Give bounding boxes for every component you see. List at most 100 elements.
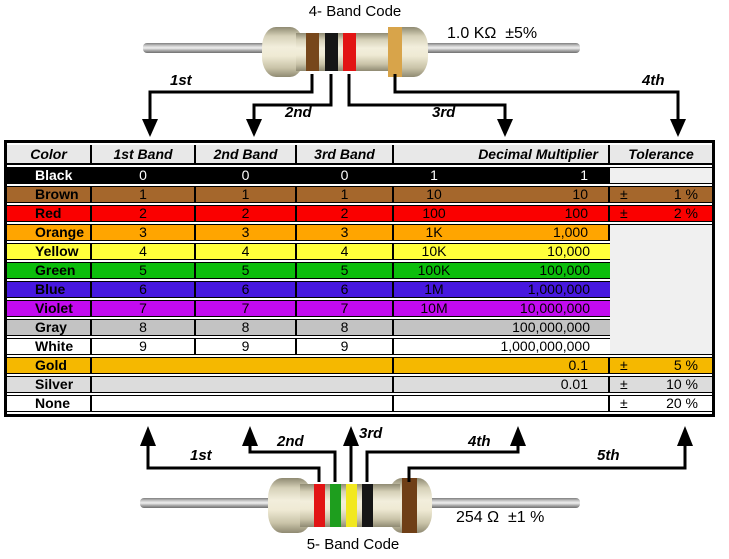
cell-band-1: 1 <box>92 186 196 203</box>
multiplier-values: 10M 10,000,000 <box>394 301 610 316</box>
cell-multiplier: 10 10 <box>394 186 610 203</box>
cell-color-name: Gold <box>7 357 92 374</box>
tolerance-percent: 2 % <box>673 205 698 221</box>
multiplier-full: 10,000 <box>547 243 590 259</box>
cell-band-1: 4 <box>92 243 196 260</box>
cell-tolerance: ±1 % <box>610 186 712 203</box>
multiplier-values: 1M 1,000,000 <box>394 282 610 297</box>
multiplier-values: 0.01 <box>394 377 608 392</box>
cell-band-1: 8 <box>92 319 196 336</box>
cell-band-1: 7 <box>92 300 196 317</box>
cell-color-name: Black <box>7 167 92 184</box>
tolerance-sign: ± <box>620 395 628 411</box>
four-band-code-title: 4- Band Code <box>308 3 402 20</box>
tolerance-sign: ± <box>620 205 628 221</box>
cell-color-name: None <box>7 395 92 412</box>
column-header: 2nd Band <box>196 145 297 165</box>
multiplier-values: 1,000,000,000 <box>394 339 610 354</box>
table-row: Gray 8 8 8 100,000,000 <box>7 319 712 336</box>
band-black-icon <box>325 33 338 71</box>
cell-color-name: Brown <box>7 186 92 203</box>
tolerance-value: ±10 % <box>610 377 712 392</box>
cell-color-name: Yellow <box>7 243 92 260</box>
cell-band-2: 3 <box>196 224 297 241</box>
cell-tolerance: ±10 % <box>610 376 712 393</box>
band-red-icon <box>343 33 356 71</box>
bottom-resistor-value: 254 Ω ±1 % <box>456 509 545 526</box>
table-body: Black 0 0 0 1 1 Brown 1 1 1 10 10 ±1 % Red 2 2 2 100 100 ±2… <box>7 167 712 412</box>
multiplier-values: 10K 10,000 <box>394 244 610 259</box>
arrow-label-1st-bottom: 1st <box>190 447 212 464</box>
arrow-label-4th-top: 4th <box>642 72 665 89</box>
multiplier-shorthand: 10 <box>426 186 442 202</box>
cell-band-2: 8 <box>196 319 297 336</box>
tolerance-sign: ± <box>620 186 628 202</box>
multiplier-values <box>394 396 608 411</box>
arrow-label-4th-bottom: 4th <box>468 433 491 450</box>
cell-multiplier: 0.1 <box>394 357 610 374</box>
band-brown-icon <box>306 33 319 71</box>
arrow-label-3rd-top: 3rd <box>432 104 456 121</box>
cell-band-3: 5 <box>297 262 394 279</box>
column-header: Color <box>7 145 92 165</box>
arrowhead-4th-bottom <box>510 426 526 446</box>
cell-multiplier: 1K 1,000 <box>394 224 610 241</box>
column-header: 3rd Band <box>297 145 394 165</box>
multiplier-values: 100,000,000 <box>394 320 610 335</box>
cell-band-3: 4 <box>297 243 394 260</box>
column-header: Tolerance <box>610 145 712 165</box>
cell-multiplier: 10K 10,000 <box>394 243 610 260</box>
cell-band-2: 2 <box>196 205 297 222</box>
column-header: Decimal Multiplier <box>394 145 610 165</box>
cell-multiplier: 10M 10,000,000 <box>394 300 610 317</box>
cell-band-3: 1 <box>297 186 394 203</box>
table-row: Yellow 4 4 4 10K 10,000 <box>7 243 712 260</box>
cell-color-name: Orange <box>7 224 92 241</box>
band-gold-icon <box>388 27 402 77</box>
cell-band-2: 5 <box>196 262 297 279</box>
multiplier-full: 0.01 <box>560 376 588 392</box>
cell-multiplier: 1,000,000,000 <box>394 338 610 355</box>
cell-tolerance: ±2 % <box>610 205 712 222</box>
multiplier-values: 1K 1,000 <box>394 225 608 240</box>
cell-multiplier <box>394 395 610 412</box>
cell-band-2: 9 <box>196 338 297 355</box>
table-row: Gold 0.1 ±5 % <box>7 357 712 374</box>
multiplier-shorthand: 1K <box>425 224 443 240</box>
arrowhead-2nd-top <box>246 119 262 137</box>
table-row: Green 5 5 5 100K 100,000 <box>7 262 712 279</box>
cell-band-3: 8 <box>297 319 394 336</box>
cell-band-3: 2 <box>297 205 394 222</box>
cell-band-1: 5 <box>92 262 196 279</box>
cell-band-2: 7 <box>196 300 297 317</box>
arrowhead-5th-bottom <box>677 426 693 446</box>
multiplier-full: 1,000,000,000 <box>500 338 590 354</box>
band-red-icon <box>314 484 325 527</box>
arrow-label-5th-bottom: 5th <box>597 447 620 464</box>
cell-band-2: 4 <box>196 243 297 260</box>
table-header: Color 1st Band 2nd Band 3rd Band Decimal Mul… <box>7 145 712 165</box>
cell-band-3: 6 <box>297 281 394 298</box>
cell-tolerance: ±5 % <box>610 357 712 374</box>
tolerance-percent: 1 % <box>673 186 698 202</box>
arrow-line-3rd-top <box>347 74 507 122</box>
multiplier-values: 10 10 <box>394 187 608 202</box>
band-green-icon <box>330 484 341 527</box>
arrow-line-4th-bottom <box>365 444 520 482</box>
arrowhead-4th-top <box>670 119 686 137</box>
table-row: Brown 1 1 1 10 10 ±1 % <box>7 186 712 203</box>
cell-color-name: Gray <box>7 319 92 336</box>
cell-color-name: Violet <box>7 300 92 317</box>
cell-tolerance-merged <box>610 224 712 355</box>
multiplier-values: 100 100 <box>394 206 608 221</box>
arrowhead-3rd-bottom <box>343 426 359 446</box>
cell-band-1: 0 <box>92 167 196 184</box>
cell-band-3: 0 <box>297 167 394 184</box>
cell-bands-merged <box>92 376 394 393</box>
table-row: Black 0 0 0 1 1 <box>7 167 712 184</box>
multiplier-shorthand: 1M <box>424 281 444 297</box>
multiplier-shorthand: 10M <box>420 300 448 316</box>
cell-tolerance: ±20 % <box>610 395 712 412</box>
band-brown-icon <box>402 478 417 533</box>
